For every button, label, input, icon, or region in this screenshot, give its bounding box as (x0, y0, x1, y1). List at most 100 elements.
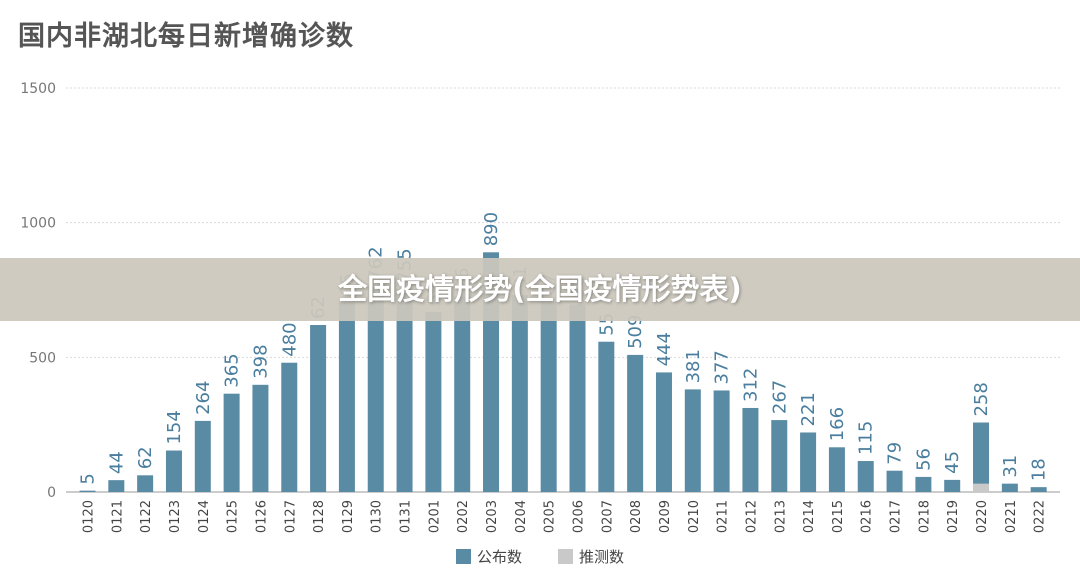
x-tick-label-0203: 0203 (485, 500, 500, 533)
x-tick-label-0121: 0121 (110, 500, 125, 533)
bar-0127 (281, 362, 298, 492)
bar-0218 (915, 476, 932, 492)
data-label-0123: 154 (164, 410, 185, 444)
x-tick-label-0205: 0205 (543, 500, 558, 533)
x-tick-label-0123: 0123 (168, 500, 183, 533)
x-tick-label-0127: 0127 (283, 500, 298, 533)
bar-0122 (137, 475, 154, 492)
x-tick-label-0209: 0209 (658, 500, 673, 533)
data-label-0211: 377 (712, 350, 733, 384)
data-label-0217: 79 (885, 442, 906, 465)
legend-swatch-estimated (558, 549, 573, 564)
data-labels: 5446215426436539848062057627556926890310… (78, 212, 1050, 485)
data-label-0124: 264 (193, 381, 214, 415)
x-tick-label-0202: 0202 (456, 500, 471, 533)
bar-0120 (79, 490, 96, 492)
data-label-0209: 444 (654, 332, 675, 366)
data-label-0210: 381 (683, 349, 704, 383)
bar-0126 (252, 384, 269, 492)
data-label-0222: 18 (1029, 458, 1050, 481)
bar-0216 (857, 461, 874, 492)
bar-0222 (1030, 487, 1047, 492)
x-tick-label-0206: 0206 (572, 500, 587, 533)
bar-0130 (367, 286, 384, 492)
x-tick-label-0215: 0215 (831, 500, 846, 533)
x-tick-label-0211: 0211 (716, 500, 731, 533)
data-label-0121: 44 (106, 451, 127, 474)
x-tick-label-0221: 0221 (1004, 500, 1019, 533)
bar-0217 (886, 470, 903, 492)
bar-0131 (396, 288, 413, 492)
bars (79, 252, 1047, 492)
bar-0121 (108, 480, 125, 492)
bar-0201 (425, 311, 442, 492)
y-tick-label: 0 (47, 485, 56, 501)
legend-swatch-published (455, 549, 471, 564)
legend-item-published: 公布数 (455, 546, 522, 567)
bar-0212 (742, 407, 759, 492)
x-tick-label-0201: 0201 (427, 500, 442, 533)
bar-0129 (338, 302, 355, 492)
bar-0220 (973, 422, 990, 492)
data-label-0208: 509 (625, 315, 646, 349)
x-tick-label-0126: 0126 (254, 500, 269, 533)
bar-0204 (511, 295, 528, 492)
x-tick-label-0124: 0124 (197, 500, 212, 533)
x-tick-label-0212: 0212 (744, 500, 759, 533)
bar-0124 (194, 420, 211, 492)
bar-0210 (684, 389, 701, 492)
x-tick-label-0122: 0122 (139, 500, 154, 533)
x-tick-label-0219: 0219 (946, 500, 961, 533)
x-tick-label-0210: 0210 (687, 500, 702, 533)
x-tick-label-0216: 0216 (860, 500, 875, 533)
data-label-0120: 5 (78, 473, 99, 484)
data-label-0214: 221 (798, 392, 819, 426)
data-label-0125: 365 (222, 353, 243, 387)
y-axis: 0 500 1000 1500 (20, 81, 56, 501)
bar-0123 (165, 450, 182, 492)
x-tick-label-0131: 0131 (399, 500, 414, 533)
bar-0219 (944, 479, 961, 492)
bar-estimated-0220 (973, 483, 990, 492)
x-tick-label-0204: 0204 (514, 500, 529, 533)
legend: 公布数 推测数 (0, 546, 1080, 567)
bar-0202 (454, 296, 471, 492)
overlay-banner (0, 258, 1080, 321)
x-tick-label-0213: 0213 (773, 500, 788, 533)
legend-label-estimated: 推测数 (579, 548, 625, 566)
bar-0214 (800, 432, 817, 492)
data-label-0215: 166 (827, 407, 848, 441)
y-tick-label: 1000 (20, 216, 56, 232)
legend-label-published: 公布数 (476, 548, 522, 566)
data-label-0216: 115 (856, 421, 877, 455)
data-label-0122: 62 (135, 446, 156, 469)
bar-0209 (655, 372, 672, 492)
bar-0125 (223, 393, 240, 492)
data-label-0203: 890 (481, 212, 502, 246)
y-tick-label: 500 (29, 350, 56, 366)
data-label-0127: 480 (279, 322, 300, 356)
overlay-caption: 全国疫情形势(全国疫情形势表) (338, 272, 742, 306)
data-label-0221: 31 (1000, 455, 1021, 478)
data-label-0219: 45 (942, 451, 963, 474)
bar-0205 (540, 301, 557, 492)
chart-title: 国内非湖北每日新增确诊数 (18, 21, 354, 52)
data-label-0220: 258 (971, 382, 992, 416)
bar-0213 (771, 420, 788, 492)
x-tick-label-0207: 0207 (600, 500, 615, 533)
y-tick-label: 1500 (20, 81, 56, 97)
x-axis: 0120 0121 0122 0123 0124 0125 0126 0127 0128 0129… (82, 500, 1048, 533)
x-tick-label-0130: 0130 (370, 500, 385, 533)
x-tick-label-0220: 0220 (975, 500, 990, 533)
data-label-0218: 56 (913, 448, 934, 471)
x-tick-label-0222: 0222 (1033, 500, 1048, 533)
x-tick-label-0125: 0125 (226, 500, 241, 533)
data-label-0126: 398 (250, 344, 271, 378)
x-tick-label-0129: 0129 (341, 500, 356, 533)
bar-0215 (828, 447, 845, 492)
x-tick-label-0214: 0214 (802, 500, 817, 533)
x-tick-label-0208: 0208 (629, 500, 644, 533)
bar-0206 (569, 304, 586, 492)
x-tick-label-0217: 0217 (889, 500, 904, 533)
